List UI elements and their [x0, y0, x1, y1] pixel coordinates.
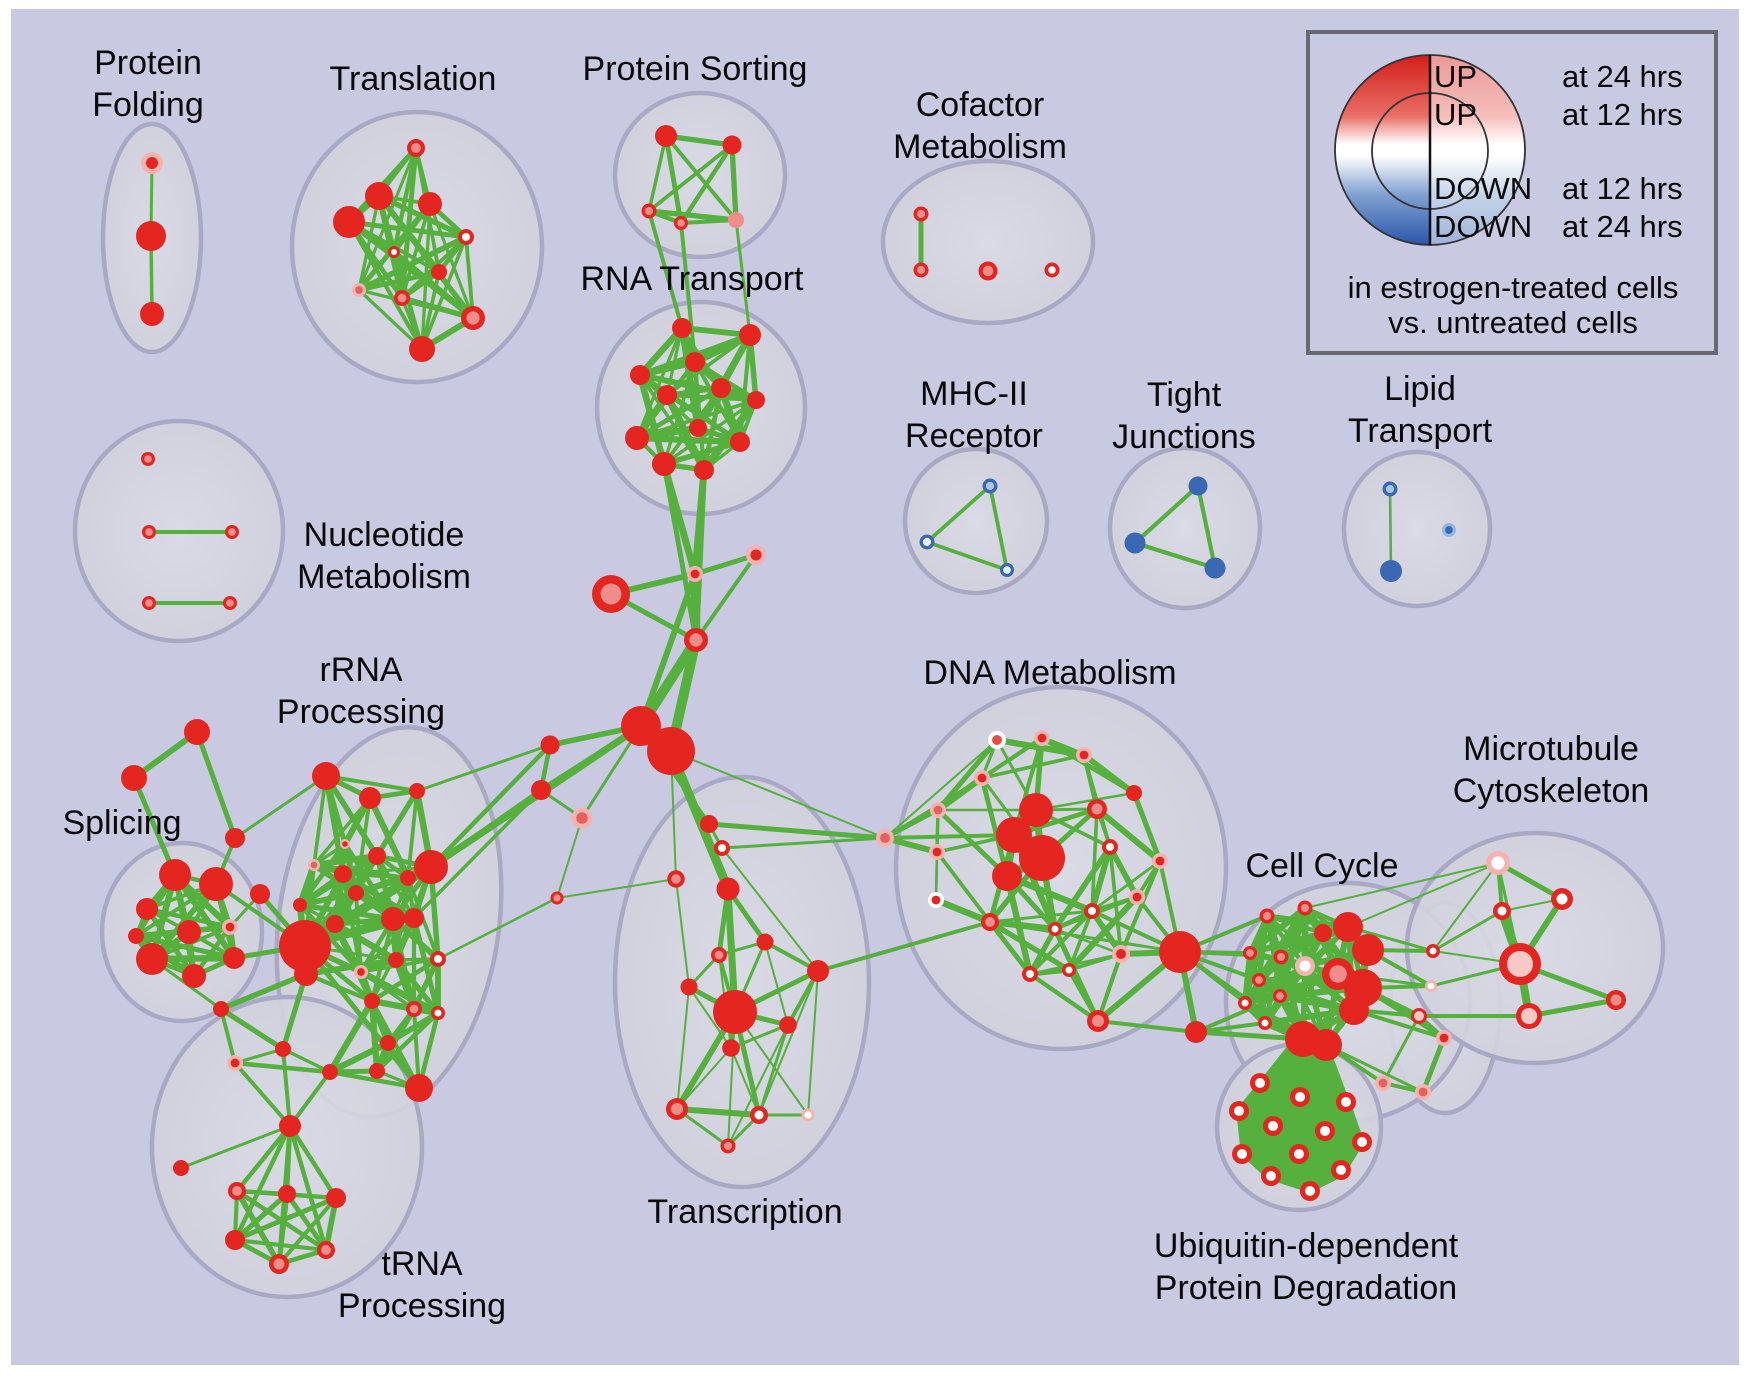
svg-text:at 24 hrs: at 24 hrs — [1562, 59, 1683, 94]
svg-text:at 12 hrs: at 12 hrs — [1562, 171, 1683, 206]
svg-text:Folding: Folding — [92, 86, 204, 124]
svg-text:at 12 hrs: at 12 hrs — [1562, 97, 1683, 132]
svg-text:Tight: Tight — [1147, 376, 1222, 414]
svg-text:Metabolism: Metabolism — [893, 128, 1067, 166]
svg-text:Nucleotide: Nucleotide — [304, 516, 465, 554]
svg-text:Cofactor: Cofactor — [916, 86, 1045, 124]
svg-text:Splicing: Splicing — [62, 804, 181, 842]
svg-text:Protein Degradation: Protein Degradation — [1155, 1269, 1457, 1307]
svg-text:Protein Sorting: Protein Sorting — [583, 50, 808, 88]
svg-text:Microtubule: Microtubule — [1463, 730, 1639, 768]
svg-text:DOWN: DOWN — [1434, 209, 1532, 244]
svg-text:DOWN: DOWN — [1434, 171, 1532, 206]
svg-text:Metabolism: Metabolism — [297, 558, 471, 596]
svg-text:DNA Metabolism: DNA Metabolism — [923, 654, 1176, 692]
svg-text:Transcription: Transcription — [647, 1193, 842, 1231]
svg-text:UP: UP — [1434, 97, 1477, 132]
svg-text:Cytoskeleton: Cytoskeleton — [1453, 772, 1650, 810]
svg-text:tRNA: tRNA — [381, 1245, 463, 1283]
svg-text:Protein: Protein — [94, 44, 202, 82]
svg-text:Processing: Processing — [338, 1287, 506, 1325]
svg-text:Ubiquitin-dependent: Ubiquitin-dependent — [1154, 1227, 1459, 1265]
svg-text:Translation: Translation — [330, 60, 497, 98]
svg-text:RNA Transport: RNA Transport — [581, 260, 805, 298]
svg-text:vs. untreated cells: vs. untreated cells — [1388, 305, 1638, 340]
svg-text:Receptor: Receptor — [905, 417, 1043, 455]
svg-text:UP: UP — [1434, 59, 1477, 94]
svg-text:Processing: Processing — [277, 693, 445, 731]
svg-text:MHC-II: MHC-II — [920, 375, 1028, 413]
svg-text:in estrogen-treated cells: in estrogen-treated cells — [1348, 270, 1679, 305]
svg-text:at 24 hrs: at 24 hrs — [1562, 209, 1683, 244]
svg-text:Transport: Transport — [1348, 412, 1493, 450]
svg-text:Lipid: Lipid — [1384, 370, 1456, 408]
svg-text:rRNA: rRNA — [319, 651, 402, 689]
svg-text:Cell Cycle: Cell Cycle — [1245, 847, 1398, 885]
svg-text:Junctions: Junctions — [1112, 418, 1256, 456]
